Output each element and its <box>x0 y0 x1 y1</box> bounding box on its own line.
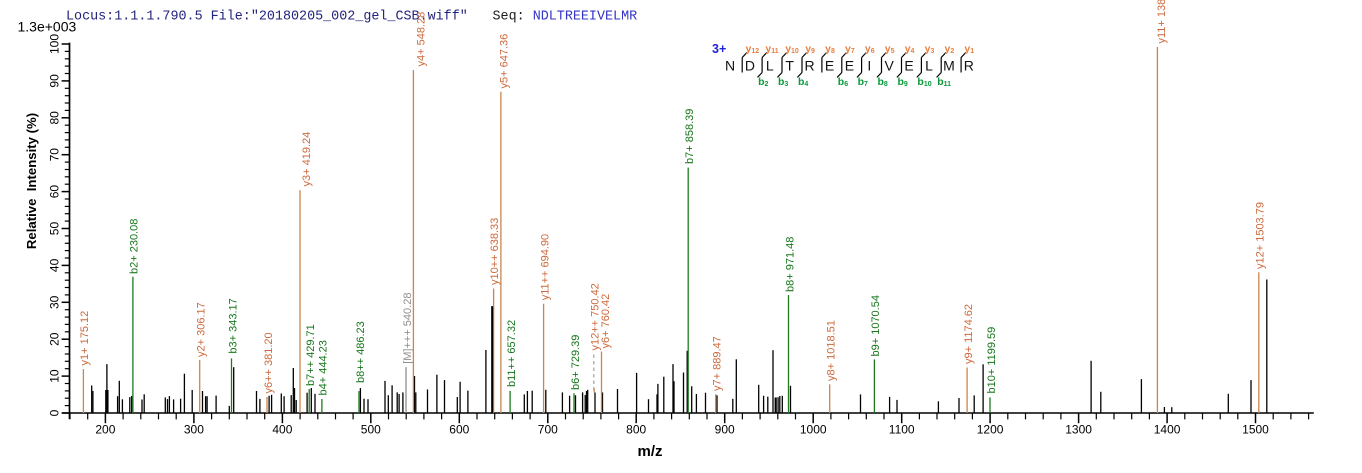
svg-text:10: 10 <box>48 369 62 383</box>
svg-text:1300: 1300 <box>1065 423 1092 437</box>
svg-text:b11++ 657.32: b11++ 657.32 <box>506 320 518 387</box>
svg-text:R: R <box>964 58 974 74</box>
svg-text:600: 600 <box>449 423 469 437</box>
svg-text:y12++ 750.42: y12++ 750.42 <box>590 283 602 350</box>
svg-text:b8++ 486.23: b8++ 486.23 <box>355 321 367 383</box>
svg-text:b3+ 343.17: b3+ 343.17 <box>227 298 239 353</box>
svg-text:Relative Intensity (%): Relative Intensity (%) <box>24 113 39 249</box>
svg-text:b4: b4 <box>798 76 808 88</box>
svg-text:y3: y3 <box>925 43 935 55</box>
svg-text:[M]+++ 540.28: [M]+++ 540.28 <box>402 293 414 364</box>
svg-text:y2+ 306.17: y2+ 306.17 <box>196 302 208 357</box>
svg-text:1.3e+003: 1.3e+003 <box>18 19 77 35</box>
svg-text:b3: b3 <box>778 76 788 88</box>
svg-text:y2: y2 <box>945 43 955 55</box>
svg-text:y6: y6 <box>865 43 875 55</box>
svg-text:V: V <box>885 58 895 74</box>
svg-text:y8: y8 <box>825 43 835 55</box>
svg-text:400: 400 <box>272 423 292 437</box>
svg-text:b8+ 971.48: b8+ 971.48 <box>784 237 796 292</box>
svg-text:N: N <box>725 58 735 74</box>
svg-text:100: 100 <box>48 34 62 54</box>
svg-text:1000: 1000 <box>800 423 827 437</box>
svg-text:R: R <box>805 58 815 74</box>
svg-text:y10++ 638.33: y10++ 638.33 <box>489 218 501 285</box>
svg-text:3+: 3+ <box>712 42 726 56</box>
svg-text:y4+ 548.28: y4+ 548.28 <box>415 12 427 67</box>
svg-text:b10+ 1199.59: b10+ 1199.59 <box>986 327 998 394</box>
svg-text:D: D <box>745 58 755 74</box>
svg-text:70: 70 <box>48 148 62 162</box>
svg-text:b4+ 444.23: b4+ 444.23 <box>318 340 330 395</box>
svg-text:y6++ 381.20: y6++ 381.20 <box>263 332 275 393</box>
svg-text:1400: 1400 <box>1154 423 1181 437</box>
svg-text:y11++ 694.90: y11++ 694.90 <box>539 234 551 300</box>
svg-text:T: T <box>785 58 794 74</box>
svg-text:1100: 1100 <box>889 423 915 437</box>
svg-text:I: I <box>867 58 871 74</box>
svg-text:b9+ 1070.54: b9+ 1070.54 <box>870 295 882 356</box>
svg-text:y1+ 175.12: y1+ 175.12 <box>79 311 91 366</box>
svg-text:y11+ 1388.69: y11+ 1388.69 <box>1156 0 1168 44</box>
svg-text:y8+ 1018.51: y8+ 1018.51 <box>826 320 838 381</box>
svg-text:y5+ 647.36: y5+ 647.36 <box>498 34 510 89</box>
svg-text:b6: b6 <box>838 76 848 88</box>
svg-text:Locus:1.1.1.790.5 File:"201802: Locus:1.1.1.790.5 File:"20180205_002_gel… <box>66 10 468 25</box>
svg-text:b2+ 230.08: b2+ 230.08 <box>129 219 141 274</box>
svg-text:y5: y5 <box>885 43 895 55</box>
svg-text:1200: 1200 <box>977 423 1004 437</box>
svg-text:y4: y4 <box>905 43 915 55</box>
svg-text:700: 700 <box>538 423 558 437</box>
svg-text:M: M <box>943 58 955 74</box>
svg-text:40: 40 <box>48 258 62 272</box>
svg-text:60: 60 <box>48 185 62 199</box>
svg-text:30: 30 <box>48 295 62 309</box>
svg-text:y3+ 419.24: y3+ 419.24 <box>301 132 313 187</box>
svg-text:y12+ 1503.79: y12+ 1503.79 <box>1255 202 1267 269</box>
svg-text:50: 50 <box>48 222 62 236</box>
svg-text:y6+ 760.42: y6+ 760.42 <box>600 294 612 349</box>
svg-text:L: L <box>766 58 774 74</box>
svg-text:90: 90 <box>48 74 62 88</box>
svg-text:b7++ 429.71: b7++ 429.71 <box>305 324 317 386</box>
svg-text:E: E <box>845 58 854 74</box>
svg-text:E: E <box>825 58 834 74</box>
svg-text:L: L <box>925 58 933 74</box>
svg-text:b7: b7 <box>858 76 868 88</box>
svg-text:200: 200 <box>95 423 115 437</box>
svg-text:b8: b8 <box>878 76 888 88</box>
svg-text:20: 20 <box>48 332 62 346</box>
svg-text:0: 0 <box>48 409 62 416</box>
svg-text:m/z: m/z <box>637 443 662 460</box>
svg-text:y7+ 889.47: y7+ 889.47 <box>712 336 724 391</box>
svg-text:900: 900 <box>715 423 735 437</box>
svg-text:y9+ 1174.62: y9+ 1174.62 <box>963 304 975 364</box>
svg-text:E: E <box>904 58 913 74</box>
svg-text:b2: b2 <box>758 76 768 88</box>
svg-text:800: 800 <box>626 423 646 437</box>
svg-text:y1: y1 <box>964 43 974 55</box>
svg-text:b9: b9 <box>898 76 908 88</box>
svg-text:500: 500 <box>361 423 381 437</box>
svg-text:b7+ 858.39: b7+ 858.39 <box>684 109 696 164</box>
svg-text:y7: y7 <box>845 43 855 55</box>
svg-text:1500: 1500 <box>1242 423 1269 437</box>
svg-text:Seq: NDLTREEIVELMR: Seq: NDLTREEIVELMR <box>493 10 638 25</box>
svg-text:300: 300 <box>184 423 204 437</box>
svg-text:80: 80 <box>48 111 62 125</box>
svg-text:b6+ 729.39: b6+ 729.39 <box>570 335 582 390</box>
svg-text:y9: y9 <box>805 43 815 55</box>
